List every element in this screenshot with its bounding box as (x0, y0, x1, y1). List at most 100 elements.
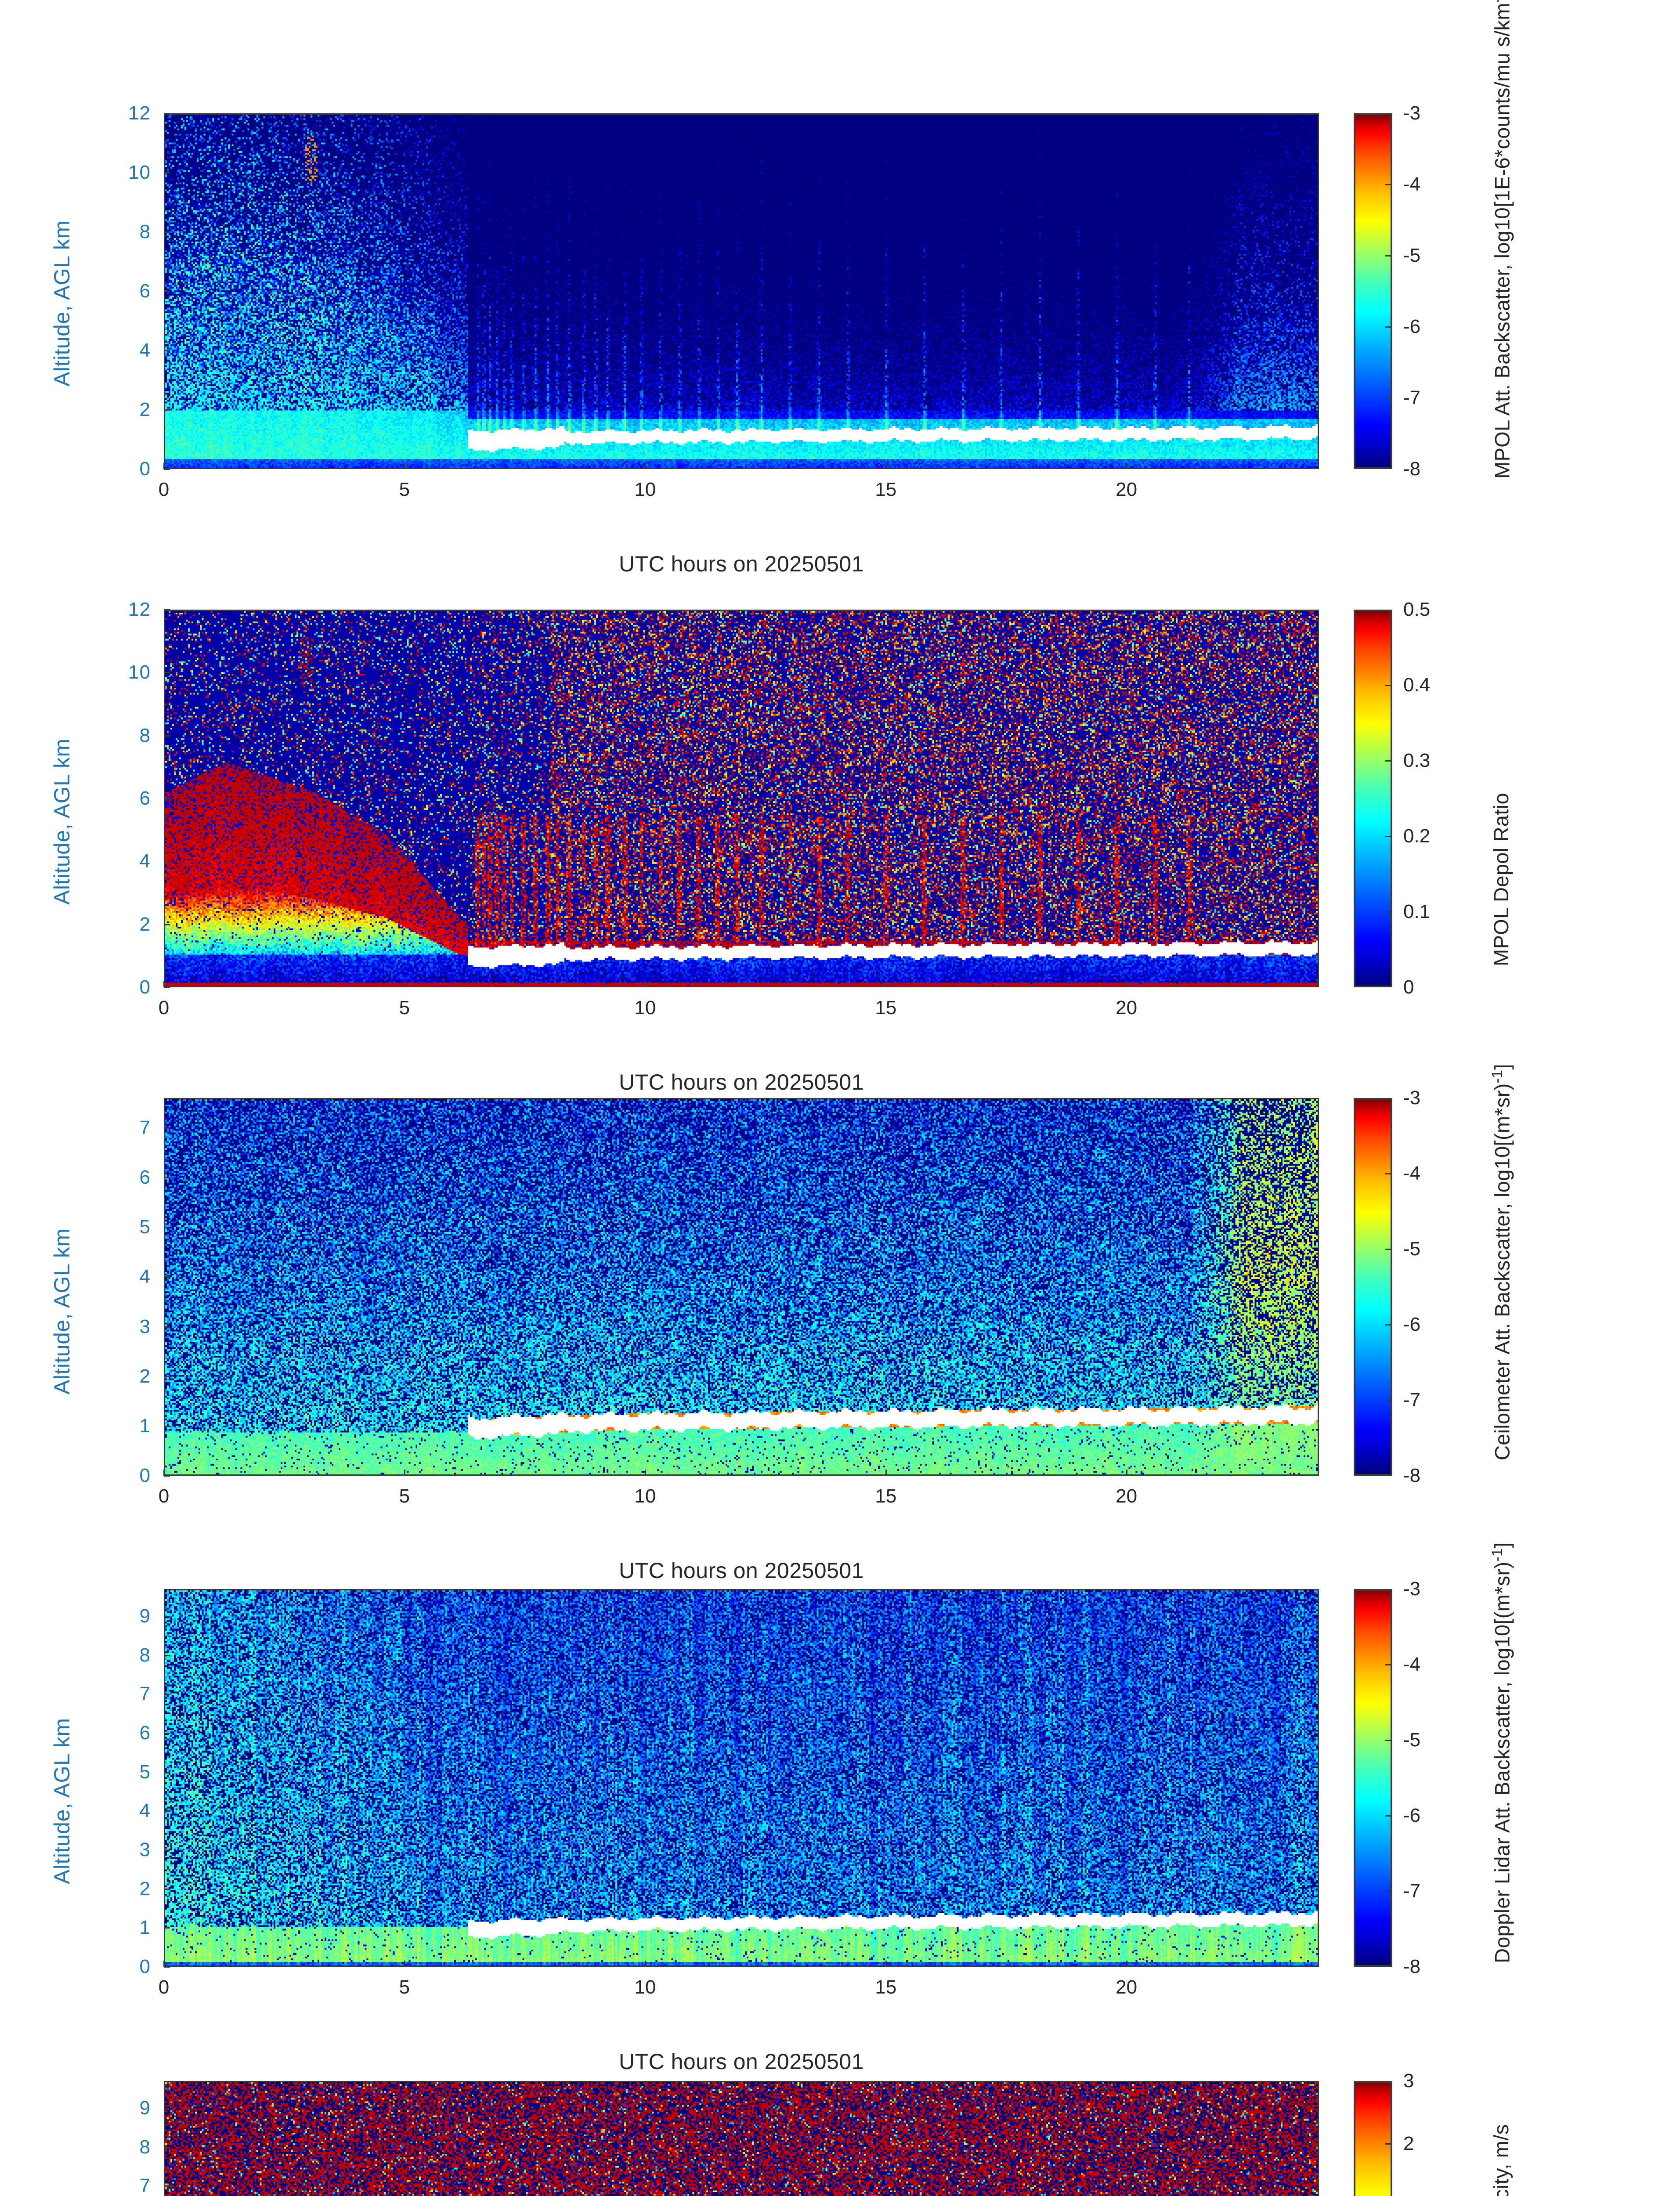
y-tick-mark (164, 1927, 170, 1929)
x-tick-mark (644, 1470, 646, 1476)
x-tick-mark (644, 981, 646, 987)
panel-doppler-vertical-velocity: Altitude, AGL km UTC hours on 20250501 D… (0, 2060, 1680, 2196)
panel-mpol-depol: Altitude, AGL km UTC hours on 20250501 M… (0, 589, 1680, 1094)
y-tick-label: 2 (139, 913, 151, 935)
colorbar-tick-label: -8 (1403, 458, 1421, 480)
colorbar-title-panel-5: Doppler Lidar Vertical Velocity, m/s (1489, 2124, 1513, 2196)
colorbar-tick-label: -5 (1403, 245, 1421, 266)
colorbar-panel-2 (1354, 610, 1392, 987)
colorbar-tick-label: -7 (1403, 1389, 1421, 1411)
y-tick-label: 5 (139, 1761, 151, 1783)
colorbar-tick-label: -6 (1403, 1314, 1421, 1335)
x-tick-label: 10 (634, 1976, 656, 1998)
colorbar-tick-label: 0.2 (1403, 825, 1431, 847)
colorbar-title-text-panel-3: Ceilometer Att. Backscatter, log10[(m*sr… (1490, 1083, 1514, 1460)
y-tick-mark (164, 1616, 170, 1618)
x-tick-mark (1126, 1961, 1127, 1967)
y-tick-label: 6 (139, 280, 151, 302)
x-tick-label: 0 (158, 997, 170, 1019)
panel-ceilometer-backscatter: Altitude, AGL km UTC hours on 20250501 C… (0, 1064, 1680, 1583)
x-tick-mark (1126, 463, 1127, 469)
colorbar-tick-mark (1385, 326, 1392, 328)
x-axis-title-panel-3: UTC hours on 20250501 (618, 1558, 864, 1583)
y-tick-label: 9 (139, 1605, 151, 1627)
colorbar-tick-mark (1385, 911, 1392, 913)
colorbar-tick-mark (1385, 1324, 1392, 1326)
y-tick-label: 8 (139, 1644, 151, 1666)
x-tick-label: 20 (1116, 479, 1138, 500)
y-tick-label: 4 (139, 340, 151, 361)
x-tick-label: 20 (1116, 997, 1138, 1019)
plot-area-panel-5[interactable] (164, 2081, 1319, 2196)
y-tick-label: 12 (128, 599, 151, 620)
y-tick-label: 0 (139, 458, 151, 480)
colorbar-panel-4 (1354, 1589, 1392, 1967)
plot-area-panel-1[interactable] (164, 113, 1319, 469)
y-tick-label: 8 (139, 724, 151, 746)
y-tick-label: 4 (139, 850, 151, 872)
colorbar-tick-mark (1385, 1891, 1392, 1892)
plot-area-panel-4[interactable] (164, 1589, 1319, 1967)
y-tick-label: 12 (128, 102, 151, 124)
y-tick-mark (164, 1475, 170, 1477)
y-tick-mark (164, 861, 170, 863)
colorbar-panel-5 (1354, 2081, 1392, 2196)
y-tick-label: 9 (139, 2097, 151, 2119)
x-tick-label: 10 (634, 479, 656, 500)
colorbar-title-panel-4: Doppler Lidar Att. Backscatter, log10[(m… (1489, 1542, 1514, 1963)
colorbar-title-sup-panel-3: -1 (1489, 1069, 1506, 1084)
y-tick-label: 4 (139, 1266, 151, 1288)
y-tick-mark (164, 1127, 170, 1129)
y-tick-label: 0 (139, 976, 151, 998)
y-tick-mark (164, 924, 170, 925)
y-tick-label: 5 (139, 1216, 151, 1238)
y-axis-title-panel-1: Altitude, AGL km (50, 220, 74, 386)
x-tick-mark (163, 1961, 165, 1967)
x-tick-mark (1126, 1470, 1127, 1476)
colorbar-title-tail-panel-4: ] (1490, 1542, 1514, 1548)
y-tick-mark (164, 2108, 170, 2109)
x-tick-mark (404, 1961, 405, 1967)
colorbar-tick-mark (1385, 184, 1392, 185)
x-tick-label: 15 (875, 997, 897, 1019)
y-tick-mark (164, 1966, 170, 1968)
colorbar-title-text-panel-4: Doppler Lidar Att. Backscatter, log10[(m… (1490, 1561, 1514, 1963)
y-tick-mark (164, 2146, 170, 2148)
colorbar-tick-label: -5 (1403, 1729, 1421, 1751)
colorbar-tick-label: -8 (1403, 1956, 1421, 1977)
y-tick-label: 0 (139, 1465, 151, 1486)
y-tick-mark (164, 1326, 170, 1328)
colorbar-tick-mark (1385, 1815, 1392, 1817)
y-axis-title-panel-4: Altitude, AGL km (50, 1718, 74, 1884)
colorbar-title-panel-1: MPOL Att. Backscatter, log10[1E-6*counts… (1489, 0, 1514, 479)
colorbar-tick-label: 0 (1403, 976, 1414, 998)
colorbar-tick-mark (1385, 685, 1392, 686)
colorbar-tick-mark (1385, 397, 1392, 399)
colorbar-tick-label: -7 (1403, 387, 1421, 408)
y-tick-label: 1 (139, 1415, 151, 1437)
colorbar-title-sup-panel-4: -1 (1489, 1548, 1506, 1562)
x-tick-label: 20 (1116, 1976, 1138, 1998)
colorbar-tick-label: -5 (1403, 1238, 1421, 1260)
colorbar-tick-label: 2 (1403, 2133, 1414, 2155)
colorbar-tick-mark (1385, 760, 1392, 762)
y-tick-label: 10 (128, 661, 151, 683)
colorbar-tick-label: 0.1 (1403, 901, 1431, 922)
colorbar-tick-label: -3 (1403, 102, 1421, 124)
x-tick-mark (885, 463, 887, 469)
colorbar-tick-mark (1385, 255, 1392, 256)
plot-area-panel-2[interactable] (164, 610, 1319, 987)
plot-area-panel-3[interactable] (164, 1098, 1319, 1476)
y-tick-mark (164, 1177, 170, 1179)
y-tick-label: 6 (139, 1167, 151, 1188)
x-tick-label: 10 (634, 997, 656, 1019)
x-tick-mark (885, 981, 887, 987)
colorbar-panel-1 (1354, 113, 1392, 469)
x-axis-title-panel-2: UTC hours on 20250501 (618, 1070, 864, 1094)
x-tick-mark (644, 1961, 646, 1967)
x-tick-mark (885, 1470, 887, 1476)
x-tick-mark (1126, 981, 1127, 987)
colorbar-tick-label: 0.3 (1403, 750, 1431, 771)
y-tick-mark (164, 2185, 170, 2187)
